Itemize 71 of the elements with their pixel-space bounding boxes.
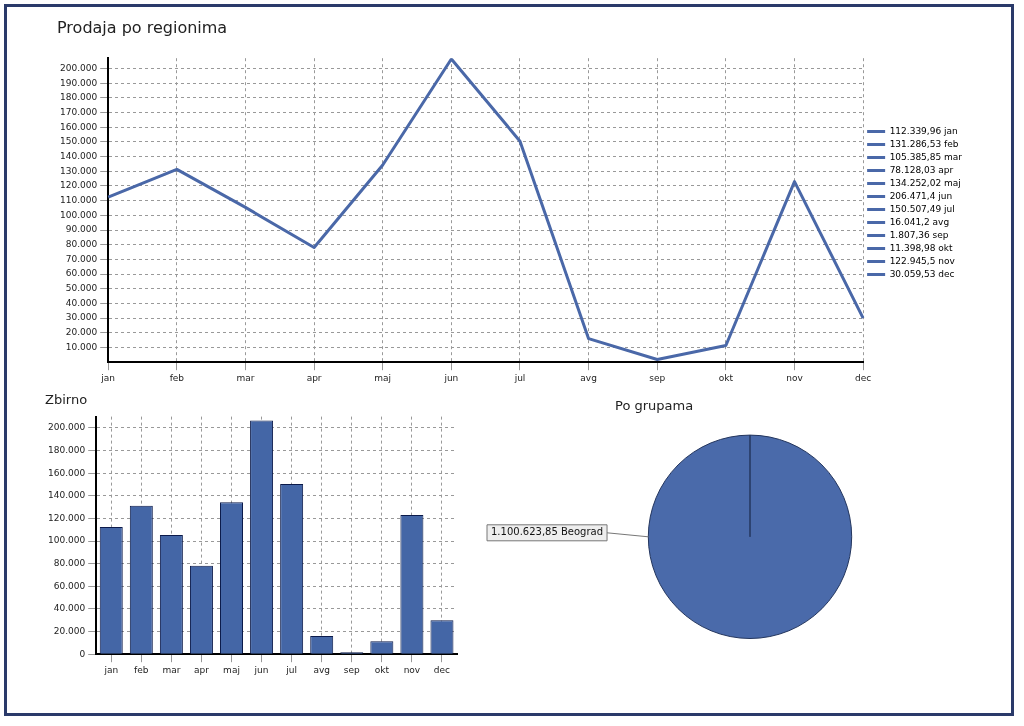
y-tick-label: 130.000 (60, 165, 98, 176)
text: 105.385,85 mar (889, 151, 962, 162)
x-tick-label: nov (786, 372, 804, 383)
y-tick-label: 200.000 (48, 422, 86, 433)
y-tick-label: 140.000 (48, 490, 86, 501)
x-tick-label: apr (306, 372, 322, 383)
x-tick-label: jan (100, 372, 116, 383)
y-tick-label: 40.000 (53, 603, 86, 614)
chart-title: Zbirno (45, 392, 88, 408)
x-tick-label: jul (285, 664, 297, 675)
text: 16.041,2 avg (889, 216, 950, 227)
x-tick-label: mar (162, 664, 181, 675)
x-tick-label: sep (649, 372, 666, 383)
y-tick-label: 70.000 (65, 253, 98, 264)
y-tick-label: 120.000 (60, 180, 98, 191)
y-tick-label: 160.000 (60, 121, 98, 132)
text: 150.507,49 jul (889, 203, 955, 214)
x-tick-label: jun (443, 372, 459, 383)
x-tick-label: okt (718, 372, 734, 383)
y-tick-label: 180.000 (60, 92, 98, 103)
x-tick-label: sep (343, 664, 361, 675)
y-tick-label: 160.000 (48, 467, 86, 478)
text: 112.339,96 jan (889, 125, 958, 136)
y-tick-label: 90.000 (65, 224, 98, 235)
x-tick-label: maj (374, 372, 392, 383)
y-tick-label: 200.000 (60, 62, 98, 73)
y-tick-label: 60.000 (65, 268, 98, 279)
y-tick-label: 190.000 (60, 77, 98, 88)
y-tick-label: 120.000 (48, 512, 86, 523)
slice-label: 1.100.623,85 Beograd (491, 526, 604, 538)
y-tick-label: 20.000 (53, 625, 86, 636)
y-tick-label: 80.000 (65, 239, 98, 250)
text: 134.252,02 maj (889, 177, 961, 188)
x-tick-label: mar (236, 372, 255, 383)
y-tick-label: 170.000 (60, 106, 98, 117)
y-tick-label: 80.000 (53, 558, 86, 569)
x-tick-label: maj (223, 664, 240, 675)
y-tick-label: 0 (79, 648, 86, 659)
x-tick-label: feb (169, 372, 185, 383)
text: 131.286,53 feb (889, 138, 959, 149)
x-tick-label: jul (513, 372, 526, 383)
x-tick-label: feb (134, 664, 149, 675)
y-tick-label: 40.000 (65, 297, 98, 308)
x-tick-label: dec (433, 664, 451, 675)
y-tick-label: 100.000 (48, 535, 86, 546)
text: 78.128,03 apr (889, 164, 954, 175)
x-tick-label: jan (103, 664, 119, 675)
x-tick-label: apr (193, 664, 210, 675)
x-tick-label: jun (253, 664, 269, 675)
text: 206.471,4 jun (889, 190, 953, 201)
y-tick-label: 150.000 (60, 136, 98, 147)
y-tick-label: 50.000 (65, 283, 98, 294)
chart-title: Prodaja po regionima (57, 17, 228, 37)
x-tick-label: avg (313, 664, 330, 675)
y-tick-label: 60.000 (53, 580, 86, 591)
x-tick-label: nov (403, 664, 421, 675)
x-tick-label: okt (374, 664, 390, 675)
y-tick-label: 100.000 (60, 209, 98, 220)
chart-title: Po grupama (615, 398, 694, 414)
y-tick-label: 30.000 (65, 312, 98, 323)
y-tick-label: 110.000 (60, 195, 98, 205)
y-tick-label: 180.000 (48, 444, 86, 455)
y-tick-label: 20.000 (65, 327, 98, 338)
y-tick-label: 10.000 (65, 341, 98, 352)
text: 1.807,36 sep (889, 229, 949, 240)
text: 30.059,53 dec (889, 268, 955, 279)
text: 122.945,5 nov (889, 255, 955, 266)
text: 11.398,98 okt (889, 242, 953, 253)
x-tick-label: dec (855, 372, 872, 383)
y-tick-label: 140.000 (60, 150, 98, 161)
x-tick-label: avg (580, 372, 597, 383)
